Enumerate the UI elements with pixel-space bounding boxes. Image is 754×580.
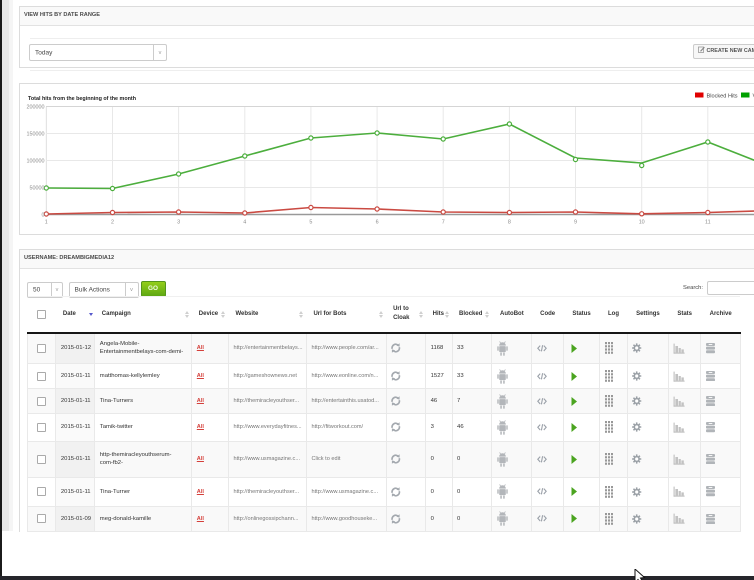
svg-text:150000: 150000 — [27, 132, 45, 138]
svg-text:50000: 50000 — [30, 186, 45, 192]
svg-text:6: 6 — [376, 220, 379, 226]
svg-text:0: 0 — [42, 213, 45, 219]
svg-text:Blocked Hits: Blocked Hits — [707, 94, 738, 100]
svg-text:4: 4 — [243, 220, 246, 226]
svg-text:100000: 100000 — [27, 159, 45, 165]
svg-text:5: 5 — [309, 220, 312, 226]
svg-text:200000: 200000 — [27, 105, 45, 111]
svg-text:9: 9 — [574, 220, 577, 226]
svg-text:11: 11 — [705, 220, 711, 226]
svg-text:3: 3 — [177, 220, 180, 226]
svg-text:1: 1 — [45, 220, 48, 226]
svg-text:2: 2 — [111, 220, 114, 226]
svg-text:Total hits from the beginning: Total hits from the beginning of the mon… — [28, 96, 136, 102]
svg-text:10: 10 — [639, 220, 645, 226]
svg-text:8: 8 — [508, 220, 511, 226]
svg-text:7: 7 — [442, 220, 445, 226]
svg-text:Visitors Hits: Visitors Hits — [753, 94, 754, 100]
